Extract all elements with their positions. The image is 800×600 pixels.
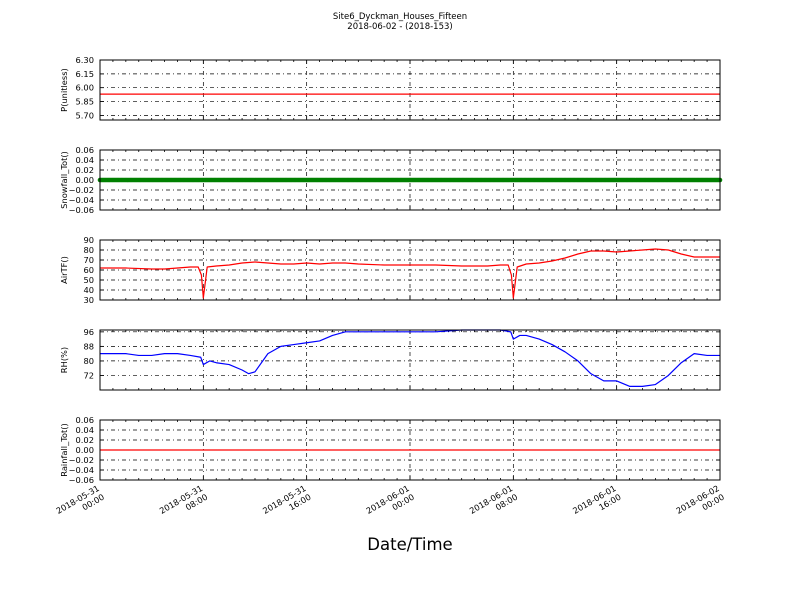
y-tick-label: 90 [83, 235, 94, 245]
series-line [100, 248, 720, 299]
y-axis-label: Rainfall_Tot() [59, 423, 69, 476]
plot-frame [99, 329, 721, 391]
y-tick-label: −0.06 [69, 205, 94, 215]
y-tick-label: −0.04 [69, 465, 94, 475]
y-tick-label: 80 [83, 245, 94, 255]
x-tick-labels: 2018-05-3100:00 2018-05-3108:00 2018-05-31… [54, 483, 726, 524]
y-tick-label: −0.04 [69, 195, 94, 205]
chart-panel: 96 88 80 72 RH(%) [59, 327, 721, 391]
y-tick-label: 96 [83, 327, 94, 337]
y-axis-label: P(unitless) [59, 68, 69, 112]
y-tick-label: 88 [83, 341, 94, 351]
y-axis-label: Snowfall_Tot() [59, 151, 69, 209]
plot-frame [99, 419, 721, 481]
y-tick-label: 0.00 [76, 175, 94, 185]
y-tick-label: 80 [83, 356, 94, 366]
figure-subtitle: 2018-06-02 - (2018-153) [347, 22, 452, 32]
x-tick-label: 2018-06-0200:00 [674, 483, 726, 524]
x-tick-label: 2018-05-3108:00 [158, 483, 210, 524]
y-tick-label: 0.06 [76, 415, 94, 425]
chart-panels: 6.306.156.005.855.70P(unitless)0.060.040… [59, 55, 723, 485]
y-tick-label: −0.06 [69, 475, 94, 485]
series-line [100, 329, 720, 387]
y-axis-label: AirTF() [59, 256, 69, 284]
plot-frame [99, 59, 721, 121]
y-tick-label: 0.06 [76, 145, 94, 155]
chart-panel: 0.060.040.020.00−0.02−0.04−0.06Snowfall_… [59, 145, 723, 215]
y-tick-label: 30 [83, 295, 94, 305]
y-tick-label: 0.00 [76, 445, 94, 455]
x-tick-label: 2018-05-3116:00 [261, 483, 313, 524]
plot-frame [99, 149, 721, 211]
y-tick-label: 0.02 [76, 165, 94, 175]
x-tick-label: 2018-05-3100:00 [54, 483, 106, 524]
x-tick-label: 2018-06-0100:00 [364, 483, 416, 524]
y-tick-label: 72 [83, 370, 94, 380]
y-tick-label: 6.15 [76, 69, 94, 79]
y-tick-label: 5.70 [76, 110, 94, 120]
y-tick-label: 0.02 [76, 435, 94, 445]
x-axis-label: Date/Time [367, 535, 452, 554]
figure-title: Site6_Dyckman_Houses_Fifteen [333, 12, 467, 22]
y-tick-label: 50 [83, 275, 94, 285]
y-axis-label: RH(%) [59, 347, 69, 373]
y-tick-label: 5.85 [76, 97, 94, 107]
chart-panel: 0.060.040.020.00−0.02−0.04−0.06Rainfall_… [59, 415, 721, 485]
y-tick-label: 0.04 [76, 155, 94, 165]
y-tick-label: 70 [83, 255, 94, 265]
x-tick-label: 2018-06-0116:00 [571, 483, 623, 524]
y-tick-label: −0.02 [69, 185, 94, 195]
y-tick-label: −0.02 [69, 455, 94, 465]
y-tick-label: 0.04 [76, 425, 94, 435]
plot-frame [99, 239, 721, 301]
x-tick-label: 2018-06-0108:00 [468, 483, 520, 524]
y-tick-label: 6.00 [76, 83, 94, 93]
chart-panel: 6.30 6.15 6.00 5.85 5.70 P(unitless) [59, 55, 721, 121]
y-tick-label: 60 [83, 265, 94, 275]
y-tick-label: 6.30 [76, 55, 94, 65]
y-tick-label: 40 [83, 285, 94, 295]
